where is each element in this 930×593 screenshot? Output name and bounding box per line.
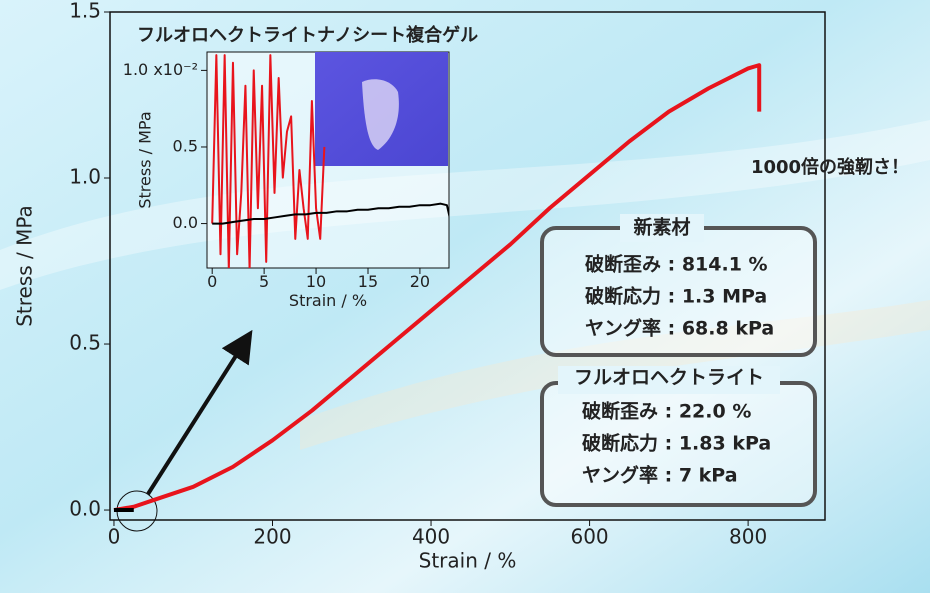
y-axis-label: Stress / MPa [136,111,155,208]
x-tick-label: 5 [259,272,269,291]
x-tick-label: 600 [570,525,608,549]
x-tick-label: 800 [729,525,767,549]
box-title-bg [558,366,780,394]
data-line [211,54,326,268]
x-tick-label: 0 [108,525,121,549]
box-line: 破断応力 : 1.83 kPa [582,432,771,455]
box-line: 破断歪み : 814.1 % [585,253,768,276]
box-title: フルオロヘクトライト [574,367,764,389]
gel-photo [362,79,399,150]
inset-title: フルオロヘクトライトナノシート複合ゲル [137,24,478,46]
x-tick-label: 200 [253,525,291,549]
x-tick-label: 15 [358,272,378,291]
box-line: ヤング率 : 68.8 kPa [585,317,774,340]
x-tick-label: 10 [306,272,326,291]
box-line: 破断歪み : 22.0 % [582,400,751,423]
y-tick-label: 0.5 [69,331,101,355]
y-tick-label: 0.0 [173,213,198,232]
y-tick-label: 0.0 [69,497,101,521]
data-line [212,202,449,225]
y-tick-label: 1.5 [69,0,101,23]
box-title-bg [620,214,704,242]
data-line [113,63,762,513]
annotation: 1000倍の強靭さ！ [751,156,909,178]
box-line: ヤング率 : 7 kPa [582,464,738,487]
y-axis-label: Stress / MPa [13,205,37,327]
x-tick-label: 20 [410,272,430,291]
y-tick-label: 0.5 [173,136,198,155]
box-title: 新素材 [633,216,690,239]
streak [0,120,930,290]
x-axis-label: Strain / % [289,291,367,310]
x-axis-label: Strain / % [419,549,517,573]
zoom-arrow [146,329,253,496]
y-tick-label: 1.0 x10⁻² [123,60,198,79]
x-tick-label: 0 [207,272,217,291]
plot-frame [109,11,826,521]
y-tick-label: 1.0 [69,165,101,189]
box-line: 破断応力 : 1.3 MPa [585,285,767,308]
x-tick-label: 400 [412,525,450,549]
